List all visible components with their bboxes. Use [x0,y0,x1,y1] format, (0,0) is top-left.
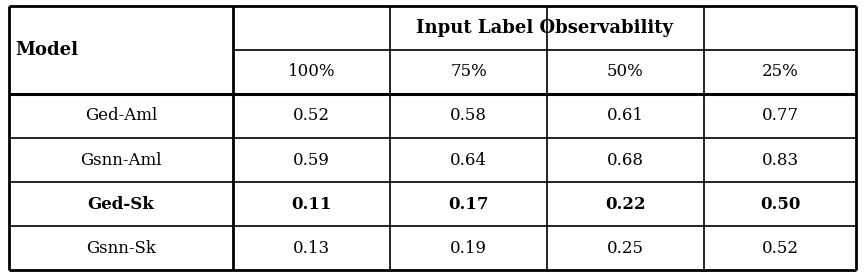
Text: 100%: 100% [288,63,336,80]
Text: 0.13: 0.13 [293,240,330,257]
Text: 0.25: 0.25 [607,240,644,257]
Text: Gsnn-Aml: Gsnn-Aml [80,152,162,169]
Text: 0.61: 0.61 [607,107,644,124]
Text: 0.52: 0.52 [293,107,330,124]
Text: 0.11: 0.11 [292,196,332,213]
Text: Input Label Observability: Input Label Observability [416,18,673,37]
Text: 0.77: 0.77 [761,107,798,124]
Text: 0.22: 0.22 [605,196,645,213]
Text: 0.19: 0.19 [450,240,487,257]
Text: 0.64: 0.64 [450,152,487,169]
Text: 75%: 75% [450,63,487,80]
Text: Gsnn-Sk: Gsnn-Sk [86,240,156,257]
Text: 0.59: 0.59 [293,152,330,169]
Text: 0.83: 0.83 [761,152,798,169]
Text: Ged-Aml: Ged-Aml [85,107,157,124]
Text: 0.52: 0.52 [761,240,798,257]
Text: 50%: 50% [607,63,644,80]
Text: Ged-Sk: Ged-Sk [87,196,155,213]
Text: 25%: 25% [762,63,798,80]
Text: 0.68: 0.68 [607,152,644,169]
Text: 0.50: 0.50 [759,196,800,213]
Text: 0.17: 0.17 [448,196,489,213]
Text: 0.58: 0.58 [450,107,487,124]
Text: Model: Model [16,41,79,59]
